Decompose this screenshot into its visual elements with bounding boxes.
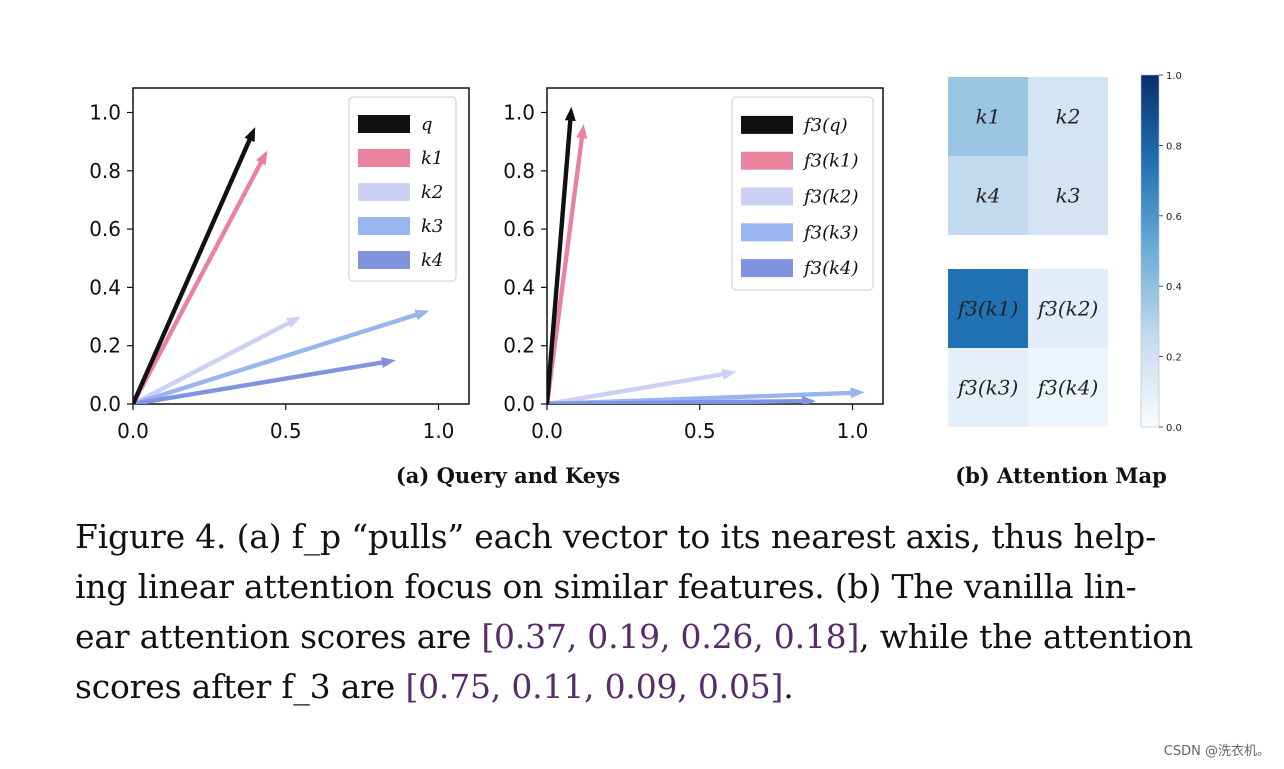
- vector-arrow-k1: [133, 150, 268, 404]
- transformed-query-keys-plot: 0.0 0.5 1.00.00.20.40.60.81.0 f3(q)f3(k1)f…: [503, 87, 884, 444]
- plot-a-ticks: 0.0 0.5 1.0 0.0 0.2 0.4 0.6 0.8 1.0: [89, 101, 454, 444]
- vector-arrow-k3: [133, 309, 430, 404]
- legend-swatch: [358, 217, 410, 235]
- legend-swatch: [741, 151, 793, 170]
- x-tick-label: 0.0: [117, 419, 149, 443]
- caption-line-2: ing linear attention focus on similar fe…: [75, 567, 1137, 606]
- y-tick-label: 0.6: [89, 217, 121, 241]
- attention-cell: [1028, 156, 1108, 235]
- legend-label: k3: [421, 216, 443, 237]
- legend-swatch: [741, 223, 793, 242]
- attention-cell: [948, 77, 1028, 156]
- figure-caption: Figure 4. (a) f_p “pulls” each vector to…: [75, 512, 1215, 712]
- legend-swatch: [358, 183, 410, 201]
- legend-swatch: [741, 115, 793, 134]
- y-tick-label: 0.2: [89, 334, 121, 358]
- attention-cell: [948, 156, 1028, 235]
- legend-label: k1: [421, 148, 443, 169]
- plot-a-arrows: [133, 127, 430, 404]
- subcaption-a: (a) Query and Keys: [396, 463, 620, 488]
- y-tick-label: 0.6: [503, 217, 535, 241]
- attention-cell-label: k2: [1056, 105, 1081, 129]
- legend-label: k4: [421, 250, 443, 271]
- after-scores: [0.75, 0.11, 0.09, 0.05]: [405, 667, 784, 706]
- caption-line-3-post: , while the attention: [859, 617, 1194, 656]
- colorbar-tick-label: 0.6: [1166, 212, 1182, 223]
- legend-swatch: [358, 149, 410, 167]
- vector-arrow-f3q: [547, 106, 576, 404]
- attention-cell-label: f3(k2): [1036, 297, 1099, 321]
- legend-label: f3(k2): [802, 187, 859, 208]
- vector-arrow-f3k1: [547, 124, 588, 404]
- legend-swatch: [358, 251, 410, 269]
- caption-line-1: Figure 4. (a) f_p “pulls” each vector to…: [75, 517, 1157, 556]
- attention-cell: [1028, 269, 1108, 348]
- y-tick-label: 0.8: [89, 159, 121, 183]
- x-tick-label: 1.0: [837, 419, 869, 443]
- vector-arrow-f3k4: [547, 395, 816, 404]
- colorbar-tick-label: 1.0: [1166, 71, 1182, 82]
- attention-map: k1 k2 k4 k3 f3(k1) f3(k2) f3(k3) f3(k4): [948, 77, 1108, 427]
- attention-cell: [948, 269, 1028, 348]
- attention-cell-label: f3(k3): [956, 376, 1019, 400]
- watermark: CSDN @洗衣机。: [1163, 744, 1270, 759]
- legend-label: f3(q): [802, 115, 848, 136]
- plot-a-legend: q k1 k2 k3 k4: [348, 96, 457, 282]
- legend-label: f3(k1): [802, 151, 859, 172]
- attention-cell: [1028, 77, 1108, 156]
- y-tick-label: 1.0: [89, 101, 121, 125]
- colorbar-tick-label: 0.0: [1166, 423, 1182, 434]
- query-keys-plot: 0.0 0.5 1.0 0.0 0.2 0.4 0.6 0.8 1.0 q k1 k2 k3 k4: [89, 87, 470, 444]
- colorbar: 0.0 0.2 0.4 0.6 0.8 1.0: [1140, 71, 1182, 434]
- attention-cell-label: f3(k1): [956, 297, 1019, 321]
- legend-label: k2: [421, 182, 443, 203]
- colorbar-tick-label: 0.4: [1166, 282, 1182, 293]
- legend-label: f3(k3): [802, 222, 859, 243]
- attention-cell: [1028, 348, 1108, 427]
- legend-swatch: [358, 115, 410, 133]
- y-tick-label: 0.0: [89, 392, 121, 416]
- caption-line-4-post: .: [783, 667, 794, 706]
- attention-cell-label: k1: [976, 105, 1001, 129]
- colorbar-ticks: 0.0 0.2 0.4 0.6 0.8 1.0: [1159, 71, 1182, 434]
- colorbar-tick-label: 0.8: [1166, 141, 1182, 152]
- y-tick-label: 0.8: [503, 159, 535, 183]
- vector-arrow-k4: [133, 357, 396, 404]
- attention-cell: [948, 348, 1028, 427]
- legend-swatch: [741, 259, 793, 278]
- attention-cell-label: k4: [976, 184, 1001, 208]
- vector-arrow-f3k2: [547, 368, 737, 404]
- y-tick-label: 0.2: [503, 334, 535, 358]
- y-tick-label: 0.0: [503, 392, 535, 416]
- attention-cell-label: k3: [1056, 184, 1081, 208]
- x-tick-label: 0.5: [270, 419, 302, 443]
- vector-arrow-k2: [133, 316, 301, 404]
- attention-panel-2: f3(k1) f3(k2) f3(k3) f3(k4): [948, 269, 1108, 427]
- vector-arrow-f3k3: [547, 387, 865, 404]
- legend-label: q: [421, 114, 433, 135]
- attention-cell-label: f3(k4): [1036, 376, 1099, 400]
- plot-b-ticks: 0.0 0.5 1.0 0.0 0.2 0.4 0.6 0.8 1.0: [503, 101, 868, 444]
- x-tick-label: 0.0: [531, 419, 563, 443]
- x-tick-label: 0.5: [684, 419, 716, 443]
- legend-label: f3(k4): [802, 258, 859, 279]
- y-tick-label: 0.4: [503, 275, 535, 299]
- caption-line-3-pre: ear attention scores are: [75, 617, 482, 656]
- x-tick-label: 1.0: [423, 419, 455, 443]
- subcaption-b: (b) Attention Map: [955, 463, 1167, 488]
- y-tick-label: 0.4: [89, 275, 121, 299]
- vanilla-scores: [0.37, 0.19, 0.26, 0.18]: [481, 617, 860, 656]
- legend-box: [731, 96, 874, 291]
- colorbar-tick-label: 0.2: [1166, 353, 1182, 364]
- attention-panel-1: k1 k2 k4 k3: [948, 77, 1108, 235]
- caption-line-4-pre: scores after f_3 are: [75, 667, 406, 706]
- colorbar-gradient: [1140, 74, 1160, 428]
- legend-swatch: [741, 187, 793, 206]
- vector-arrow-q: [133, 127, 256, 404]
- plot-b-arrows: [547, 106, 865, 404]
- y-tick-label: 1.0: [503, 101, 535, 125]
- plot-b-legend: f3(q) f3(k1) f3(k2) f3(k3) f3(k4): [731, 96, 874, 291]
